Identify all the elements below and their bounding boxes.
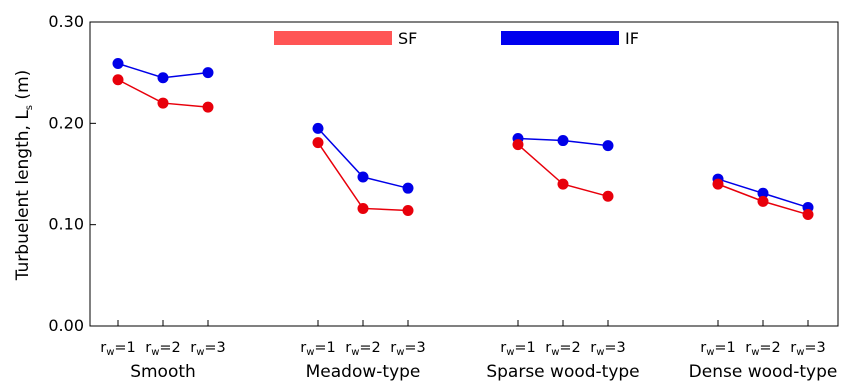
legend-sf-label: SF [398, 29, 417, 48]
x-tick-label: rw=2 [345, 340, 381, 358]
series-if-point [602, 140, 614, 152]
series-sf-point [602, 190, 614, 202]
series-if-point [112, 58, 124, 70]
group-label: Meadow-type [306, 362, 421, 382]
series-if-point [312, 122, 324, 134]
legend-if-swatch [501, 31, 619, 45]
series-sf-point [202, 101, 214, 113]
x-tick-label: rw=3 [390, 340, 426, 358]
series-sf-point [112, 74, 124, 86]
series-sf-point [712, 178, 724, 190]
x-tick-label: rw=3 [190, 340, 226, 358]
y-axis-label-unit: (m) [13, 70, 33, 105]
x-tick-label: rw=2 [745, 340, 781, 358]
y-tick-label: 0.00 [48, 316, 84, 335]
series-sf-point [312, 137, 324, 149]
x-tick-label: rw=1 [300, 340, 336, 358]
series-if-point [402, 182, 414, 194]
y-tick-label: 0.20 [48, 113, 84, 132]
legend: SF IF [274, 29, 639, 48]
legend-sf-swatch [274, 31, 392, 45]
series-sf-point [402, 204, 414, 216]
x-tick-label: rw=1 [700, 340, 736, 358]
group-label: Sparse wood-type [486, 362, 639, 382]
x-tick-label: rw=3 [790, 340, 826, 358]
series-sf-point [802, 209, 814, 221]
series-sf-point [557, 178, 569, 190]
group-label: Smooth [130, 362, 196, 382]
x-tick-label: rw=3 [590, 340, 626, 358]
series-if-point [157, 72, 169, 84]
y-axis-label-subscript: s [24, 105, 35, 110]
x-tick-label: rw=2 [145, 340, 181, 358]
y-axis-label: Turbuelent length, Ls (m) [13, 70, 35, 282]
x-tick-label: rw=2 [545, 340, 581, 358]
y-tick-label: 0.30 [48, 12, 84, 31]
y-axis-label-main: Turbuelent length, L [13, 110, 33, 282]
series-sf-point [157, 97, 169, 109]
y-axis: 0.00 0.10 0.20 0.30 [48, 12, 96, 335]
series-sf-point [512, 139, 524, 151]
series-sf-point [757, 195, 769, 207]
series-layer [112, 58, 814, 221]
series-if-point [757, 187, 769, 199]
group-label: Dense wood-type [689, 362, 838, 382]
x-axis: rw=1 rw=2 rw=3 Smooth rw=1 rw=2 rw=3 Meadow-typ… [100, 320, 837, 382]
y-tick-label: 0.10 [48, 215, 84, 234]
x-tick-label: rw=1 [500, 340, 536, 358]
legend-if-label: IF [625, 29, 639, 48]
series-sf-point [357, 202, 369, 214]
series-if-point [357, 171, 369, 183]
plot-frame [89, 21, 839, 327]
series-if-point [557, 135, 569, 147]
x-tick-label: rw=1 [100, 340, 136, 358]
series-if-point [202, 67, 214, 79]
